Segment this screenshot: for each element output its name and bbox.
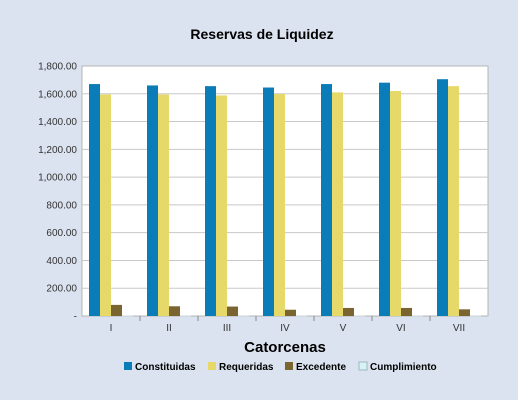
- bar-requeridas-iv: [274, 94, 285, 316]
- x-tick-label: VII: [453, 323, 465, 334]
- bar-constituidas-ii: [147, 85, 158, 316]
- bar-excedente-vi: [401, 307, 412, 316]
- bar-requeridas-v: [332, 92, 343, 316]
- legend-label-excedente: Excedente: [296, 362, 346, 373]
- legend-swatch-requeridas: [208, 362, 216, 370]
- y-axis-ticks: - 200.00 400.00 600.00 800.00 1,000.00 1,200.0…: [38, 62, 77, 323]
- legend-label-cumplimiento: Cumplimiento: [370, 362, 437, 373]
- legend-swatch-constituidas: [124, 362, 132, 370]
- x-tick-label: IV: [280, 323, 290, 334]
- bar-requeridas-i: [100, 94, 111, 316]
- bar-constituidas-iii: [205, 86, 216, 316]
- bar-constituidas-vii: [437, 79, 448, 316]
- x-tick-label: III: [223, 323, 231, 334]
- y-tick-label: 200.00: [46, 284, 77, 295]
- bar-excedente-iii: [227, 306, 238, 316]
- bar-constituidas-v: [321, 84, 332, 316]
- chart-title: Reservas de Liquidez: [190, 26, 333, 42]
- bar-requeridas-iii: [216, 95, 227, 316]
- y-tick-label: 800.00: [46, 200, 77, 211]
- x-tick-label: II: [166, 323, 172, 334]
- bar-excedente-i: [111, 304, 122, 316]
- bar-constituidas-vi: [379, 82, 390, 317]
- legend: Constituidas Requeridas Excedente Cumplimie…: [124, 361, 437, 373]
- x-tick-label: VI: [396, 323, 405, 334]
- bar-excedente-iv: [285, 309, 296, 316]
- x-axis-ticks: I II III IV V VI VII: [110, 316, 465, 334]
- bar-cumplimiento-v: [354, 315, 365, 317]
- bar-requeridas-vii: [448, 86, 459, 316]
- bar-cumplimiento-vii: [470, 315, 481, 317]
- legend-swatch-cumplimiento: [358, 361, 368, 371]
- bar-cumplimiento-vi: [412, 315, 423, 317]
- y-tick-label: 1,600.00: [38, 89, 77, 100]
- bar-constituidas-iv: [263, 87, 274, 317]
- bar-cumplimiento-iii: [238, 315, 249, 317]
- y-tick-label: 400.00: [46, 256, 77, 267]
- x-tick-label: I: [110, 323, 113, 334]
- x-axis-label: Catorcenas: [244, 339, 326, 356]
- bar-cumplimiento-iv: [296, 315, 307, 317]
- legend-label-requeridas: Requeridas: [219, 362, 274, 373]
- bar-excedente-v: [343, 307, 354, 316]
- bar-requeridas-ii: [158, 94, 169, 316]
- bar-cumplimiento-i: [122, 315, 133, 317]
- legend-swatch-excedente: [285, 362, 293, 370]
- legend-label-constituidas: Constituidas: [135, 362, 196, 373]
- bar-constituidas-i: [89, 84, 100, 316]
- y-tick-label: 1,800.00: [38, 62, 77, 73]
- y-tick-label: 1,400.00: [38, 117, 77, 128]
- bar-cumplimiento-ii: [180, 315, 191, 317]
- y-tick-label: 1,200.00: [38, 145, 77, 156]
- bar-excedente-vii: [459, 309, 470, 316]
- x-tick-label: V: [340, 323, 347, 334]
- bar-requeridas-vi: [390, 91, 401, 316]
- y-tick-label: 600.00: [46, 228, 77, 239]
- bar-excedente-ii: [169, 306, 180, 316]
- y-tick-label: 1,000.00: [38, 173, 77, 184]
- y-tick-label: -: [74, 312, 77, 323]
- bars: [89, 79, 481, 317]
